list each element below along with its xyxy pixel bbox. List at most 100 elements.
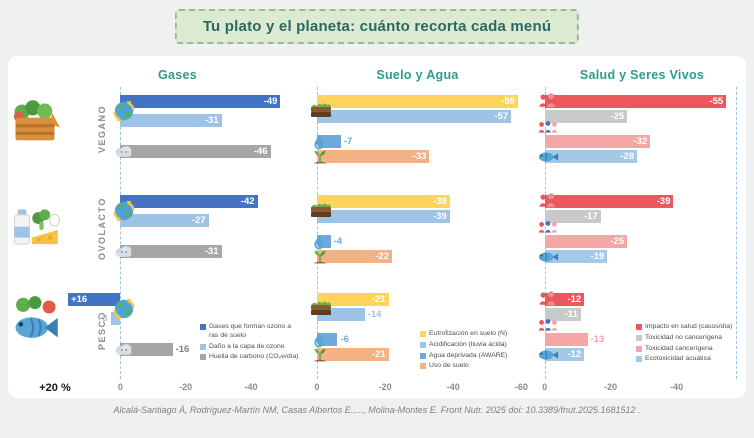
bar-value-label: +3	[96, 313, 108, 324]
bar-value-label: -55	[709, 96, 724, 107]
fish-ecotoxicity-icon	[537, 246, 559, 268]
bar	[120, 95, 281, 108]
legend-gases: Gases que forman ozono a ras de suelo Dañ…	[200, 323, 302, 362]
bar	[317, 210, 450, 223]
axis-tick-label: -20	[604, 382, 618, 392]
bar	[544, 250, 608, 263]
bar	[544, 348, 585, 361]
plot-area-suelo-agua: 0 -20 -40 -60 -59 -39 -21 -57 -39 -14 -7 -4 -6 -33 -22…	[300, 87, 535, 395]
legend-swatch	[420, 331, 426, 337]
bar-value-label: -19	[590, 251, 605, 262]
legend-item: Gases que forman ozono a ras de suelo	[200, 323, 302, 341]
people-toxicity-icon	[537, 118, 559, 140]
people-health-icon	[537, 289, 558, 310]
sprout-icon	[311, 248, 329, 266]
legend-swatch	[636, 324, 642, 330]
bar	[317, 195, 450, 208]
legend-label: Ecotoxicidad acuática	[645, 355, 711, 363]
legend-item: Huella de carbono (CO₂e/día)	[200, 353, 302, 362]
bar	[544, 95, 727, 108]
bar-value-label: +16	[71, 294, 88, 305]
plot-area-gases: +20 % 0 -20 -40 -49 -42 +16 -31 -27 +3 -46 -31 -16	[39, 87, 300, 395]
legend-swatch	[420, 363, 426, 370]
legend-label: Agua deprivada (AWARE)	[429, 351, 508, 359]
bar	[544, 235, 628, 248]
legend-label: Toxicidad cancerígena	[645, 344, 713, 352]
axis-tick-label: 0	[542, 382, 548, 392]
bar-value-label: -12	[567, 349, 582, 360]
bar	[544, 333, 588, 346]
axis-tick-label: -40	[446, 382, 460, 392]
sprout-icon	[311, 148, 329, 166]
legend-swatch	[636, 345, 642, 352]
legend-suelo-agua: Eutrofización en suelo (N) Acidificación …	[420, 330, 538, 371]
fish-ecotoxicity-icon	[537, 344, 559, 366]
axis-tick-label: -20	[378, 382, 392, 392]
soil-layers-icon	[309, 295, 333, 319]
fish-produce-icon	[9, 294, 61, 346]
bar-value-label: -31	[204, 115, 219, 126]
legend-item: Ecotoxicidad acuática	[636, 355, 748, 364]
bar	[120, 145, 271, 158]
bar	[544, 308, 581, 321]
bar	[120, 114, 222, 127]
bar-value-label: -46	[253, 146, 268, 157]
legend-label: Gases que forman ozono a ras de suelo	[209, 323, 291, 339]
bar-value-label: -57	[494, 111, 509, 122]
bar-value-label: -49	[263, 96, 278, 107]
bar-value-label: -13	[590, 334, 605, 345]
bar-value-label: -25	[610, 111, 625, 122]
plot-area-salud: 0 -20 -40 -55 -39 -12 -25 -17 -11 -32 -25 -13 -28 -19…	[537, 87, 746, 395]
axis-tick-label: -40	[670, 382, 684, 392]
bar-value-label: -17	[583, 211, 598, 222]
axis-tick-label: -60	[514, 382, 528, 392]
zero-axis-line	[120, 87, 122, 379]
bar-value-label: -11	[564, 309, 578, 320]
page-title: Tu plato y el planeta: cuánto recorta ca…	[174, 9, 580, 44]
carbon-cloud-icon	[113, 141, 134, 162]
bar	[110, 312, 121, 325]
legend-swatch	[636, 334, 642, 341]
bar	[544, 195, 674, 208]
legend-swatch	[200, 354, 206, 361]
bar	[544, 293, 585, 306]
citation: Alcalá-Santiago Á, Rodríguez-Martín NM, …	[113, 405, 641, 415]
bar-value-label: -6	[340, 334, 349, 345]
sprout-icon	[311, 346, 329, 364]
legend-swatch	[200, 343, 206, 350]
legend-item: Toxicidad cancerígena	[636, 345, 748, 354]
bar	[544, 150, 638, 163]
legend-item: Toxicidad no cancerígena	[636, 334, 748, 343]
panel-gases: Gases +20 % 0 -20 -40 -49 -42 +16 -31 -27 +3 -46 -3…	[39, 68, 302, 398]
people-toxicity-icon	[537, 316, 559, 338]
bar-value-label: -59	[501, 96, 515, 107]
bar-value-label: -28	[620, 151, 635, 162]
bar	[317, 95, 518, 108]
bar	[317, 250, 392, 263]
legend-item: Acidificación (lluvia ácida)	[420, 341, 538, 350]
axis-tick-label: -20	[179, 382, 193, 392]
panel-title-gases: Gases	[157, 68, 198, 82]
panel-title-salud: Salud y Seres Vivos	[579, 68, 705, 82]
legend-item: Impacto en salud (casos/día)	[636, 323, 748, 332]
bar-value-label: -39	[656, 196, 671, 207]
bar-value-label: -4	[333, 236, 343, 247]
bar-value-label: -39	[433, 211, 447, 222]
axis-tick-label: 0	[314, 382, 320, 392]
right-boundary-dashed-line	[736, 87, 737, 379]
panel-salud-seres-vivos: Salud y Seres Vivos 0 -20 -40 -55 -39 -12 -25 -…	[538, 68, 746, 398]
fish-ecotoxicity-icon	[537, 146, 559, 168]
bar	[120, 343, 173, 356]
zero-axis-line	[544, 87, 546, 379]
globe-ozone-icon	[111, 198, 137, 224]
legend-label: Daño a la capa de ozono	[209, 342, 285, 350]
legend-label: Eutrofización en suelo (N)	[429, 330, 508, 337]
zero-axis-line	[317, 87, 319, 379]
soil-layers-icon	[309, 197, 333, 221]
bar-value-label: -33	[412, 151, 427, 162]
carbon-cloud-icon	[113, 339, 134, 360]
people-health-icon	[537, 191, 558, 212]
bar-value-label: -12	[567, 294, 582, 305]
axis-tick-label: +20 %	[39, 382, 71, 394]
